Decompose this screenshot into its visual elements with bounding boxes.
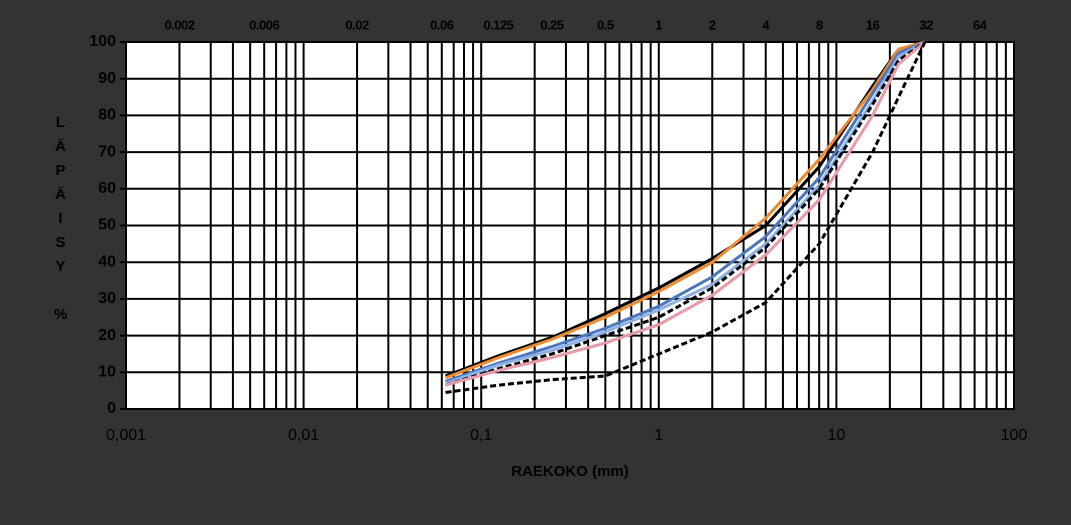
x-tick-label: 1 bbox=[654, 427, 663, 444]
top-tick-label: 8 bbox=[816, 17, 823, 32]
top-tick-label: 0.125 bbox=[483, 17, 513, 32]
data-line bbox=[445, 41, 927, 394]
x-tick-label: 100 bbox=[1001, 427, 1028, 444]
data-line bbox=[445, 40, 926, 387]
y-tick-label: 60 bbox=[98, 180, 116, 197]
x-tick-label: 0,1 bbox=[470, 427, 492, 444]
data-line bbox=[445, 40, 926, 387]
top-tick-label: 16 bbox=[866, 17, 880, 32]
data-line bbox=[445, 40, 926, 385]
top-tick-label: 1 bbox=[655, 17, 662, 32]
y-tick-label: 80 bbox=[98, 107, 116, 124]
y-tick-label: 0 bbox=[107, 400, 116, 417]
top-tick-label: 32 bbox=[919, 17, 933, 32]
y-tick-label: 70 bbox=[98, 143, 116, 160]
y-tick-label: 90 bbox=[98, 70, 116, 87]
y-axis-title: LÄPÄISY % bbox=[52, 114, 69, 330]
x-tick-label: 10 bbox=[828, 427, 846, 444]
top-tick-label: 0.006 bbox=[249, 17, 279, 32]
top-tick-label: 64 bbox=[973, 17, 988, 32]
x-tick-label: 0,01 bbox=[288, 427, 319, 444]
plot-border bbox=[125, 41, 1015, 410]
y-tick-label: 20 bbox=[98, 327, 116, 344]
data-line bbox=[445, 40, 926, 380]
y-tick-label: 40 bbox=[98, 253, 116, 270]
top-tick-label: 0.002 bbox=[164, 17, 194, 32]
data-line bbox=[445, 40, 926, 383]
y-tick-label: 10 bbox=[98, 364, 116, 381]
top-tick-label: 0.06 bbox=[430, 17, 454, 32]
y-tick-label: 100 bbox=[89, 33, 116, 50]
top-tick-label: 0.25 bbox=[540, 17, 564, 32]
x-tick-label: 0,001 bbox=[106, 427, 146, 444]
top-tick-label: 0.5 bbox=[597, 17, 614, 32]
y-tick-label: 50 bbox=[98, 217, 116, 234]
top-tick-label: 2 bbox=[709, 17, 716, 32]
x-axis-title: RAEKOKO (mm) bbox=[511, 463, 629, 480]
top-tick-label: 4 bbox=[762, 17, 770, 32]
y-tick-label: 30 bbox=[98, 290, 116, 307]
top-tick-label: 0.02 bbox=[345, 17, 369, 32]
